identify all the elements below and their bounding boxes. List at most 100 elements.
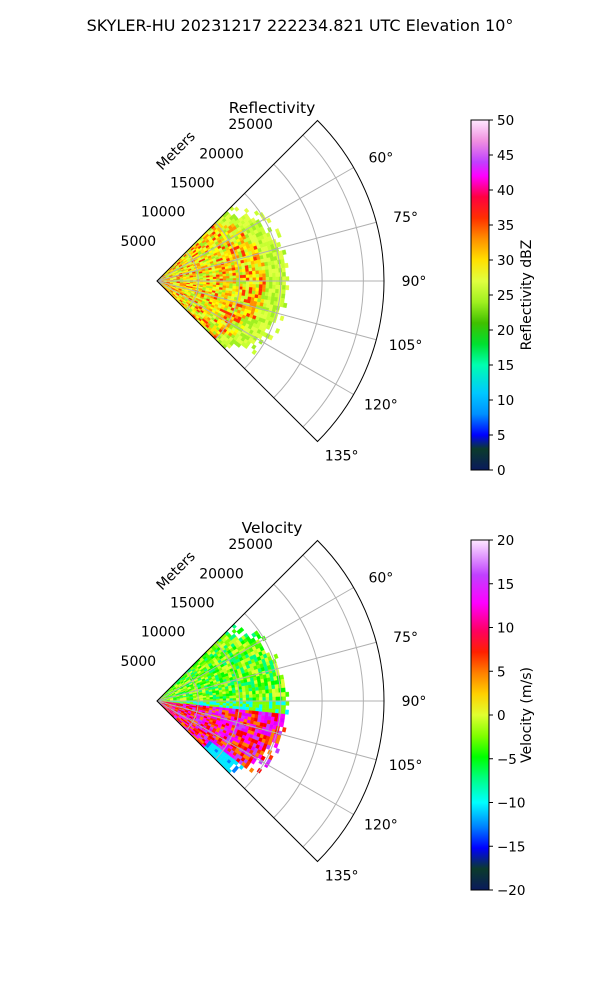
echo-cell bbox=[209, 697, 214, 700]
theta-gridline bbox=[156, 167, 354, 282]
echo-cell bbox=[268, 272, 273, 278]
echo-cell bbox=[215, 694, 220, 698]
echo-cell bbox=[258, 690, 263, 695]
echo-cell bbox=[229, 283, 234, 287]
echo-cell bbox=[274, 748, 281, 754]
echo-cell bbox=[262, 697, 267, 702]
echo-cell bbox=[253, 210, 260, 217]
echo-cell bbox=[226, 695, 230, 699]
echo-cell bbox=[232, 692, 237, 696]
echo-cell bbox=[285, 276, 290, 282]
echo-cell bbox=[254, 686, 259, 692]
echo-cell bbox=[254, 266, 259, 272]
echo-cell bbox=[226, 343, 232, 349]
echo-cell bbox=[252, 280, 257, 285]
theta-tick-label: 135° bbox=[325, 449, 359, 465]
echo-cell bbox=[265, 284, 270, 289]
echo-cell bbox=[275, 272, 280, 278]
echo-cell bbox=[269, 696, 273, 702]
colorbar-tick-label: 20 bbox=[497, 323, 514, 339]
colorbar-tick-label: 10 bbox=[497, 621, 514, 637]
echo-cell bbox=[282, 285, 286, 290]
echo-cell bbox=[264, 685, 269, 691]
echo-cell bbox=[255, 700, 260, 705]
colorbar-tick-label: 30 bbox=[497, 253, 514, 269]
echo-cell bbox=[275, 280, 280, 286]
r-tick-label: 15000 bbox=[170, 175, 215, 191]
echo-cell bbox=[282, 705, 286, 710]
echo-cell bbox=[279, 254, 285, 260]
echo-cell bbox=[258, 291, 263, 296]
theta-tick-label: 135° bbox=[325, 869, 359, 885]
echo-cell bbox=[202, 277, 207, 280]
colorbar-tick-label: 15 bbox=[497, 577, 514, 593]
echo-cell bbox=[271, 292, 276, 298]
echo-cell bbox=[272, 284, 276, 290]
echo-cell bbox=[243, 343, 249, 350]
echo-cell bbox=[276, 241, 282, 248]
colorbar-tick-label: 5 bbox=[497, 664, 506, 680]
colorbar-tick-label: 0 bbox=[497, 463, 506, 479]
echo-cell bbox=[245, 274, 250, 279]
echo-cell bbox=[265, 689, 270, 694]
echo-cell bbox=[271, 264, 276, 270]
echo-cell bbox=[281, 727, 287, 733]
echo-cell bbox=[249, 274, 253, 278]
echo-cell bbox=[265, 280, 270, 285]
echo-cell bbox=[248, 691, 253, 695]
panel-title: Velocity bbox=[242, 519, 303, 537]
echo-cell bbox=[245, 706, 250, 711]
r-tick-label: 5000 bbox=[121, 234, 157, 250]
echo-cell bbox=[251, 687, 256, 692]
echo-cell bbox=[275, 692, 280, 698]
echo-cell bbox=[251, 710, 256, 715]
echo-cell bbox=[262, 280, 267, 285]
r-tick-label: 20000 bbox=[199, 566, 244, 582]
echo-cell bbox=[245, 271, 250, 276]
echo-cell bbox=[254, 710, 259, 716]
echo-cell bbox=[232, 703, 237, 707]
echo-field bbox=[156, 206, 290, 356]
echo-cell bbox=[281, 687, 286, 693]
echo-cell bbox=[280, 258, 285, 265]
echo-cell bbox=[248, 271, 253, 275]
echo-cell bbox=[261, 708, 266, 713]
echo-cell bbox=[242, 283, 247, 288]
echo-cell bbox=[262, 704, 267, 709]
echo-cell bbox=[248, 710, 253, 715]
colorbar-tick-label: 25 bbox=[497, 288, 514, 304]
echo-cell bbox=[232, 270, 236, 274]
echo-cell bbox=[215, 274, 220, 278]
echo-cell bbox=[219, 276, 224, 280]
echo-cell bbox=[281, 267, 286, 273]
echo-cell bbox=[275, 284, 280, 290]
echo-cell bbox=[222, 273, 227, 277]
echo-cell bbox=[262, 693, 267, 698]
echo-cell bbox=[258, 273, 263, 278]
echo-cell bbox=[232, 272, 237, 276]
echo-cell bbox=[219, 696, 224, 700]
echo-cell bbox=[245, 694, 250, 699]
colorbar-tick-label: −5 bbox=[497, 752, 517, 768]
echo-cell bbox=[226, 283, 230, 287]
echo-cell bbox=[272, 696, 277, 702]
echo-cell bbox=[229, 275, 234, 279]
r-axis-label: Meters bbox=[154, 129, 199, 174]
theta-tick-label: 60° bbox=[368, 571, 393, 587]
colorbar: −20 −15 −10 −5 0 5 10 15 20 Velocity (m/s) bbox=[470, 533, 535, 899]
echo-cell bbox=[242, 703, 247, 708]
echo-cell bbox=[255, 280, 260, 285]
echo-cell bbox=[248, 267, 253, 272]
echo-cell bbox=[244, 685, 249, 690]
echo-cell bbox=[245, 286, 250, 291]
echo-cell bbox=[236, 342, 242, 348]
echo-cell bbox=[212, 276, 217, 280]
echo-cell bbox=[269, 276, 273, 282]
echo-cell bbox=[252, 697, 257, 702]
echo-cell bbox=[282, 692, 286, 697]
colorbar-label: Reflectivity dBZ bbox=[519, 240, 535, 351]
echo-cell bbox=[271, 688, 276, 694]
theta-tick-label: 90° bbox=[402, 274, 427, 290]
theta-gridline bbox=[156, 280, 377, 341]
echo-cell bbox=[282, 302, 288, 309]
